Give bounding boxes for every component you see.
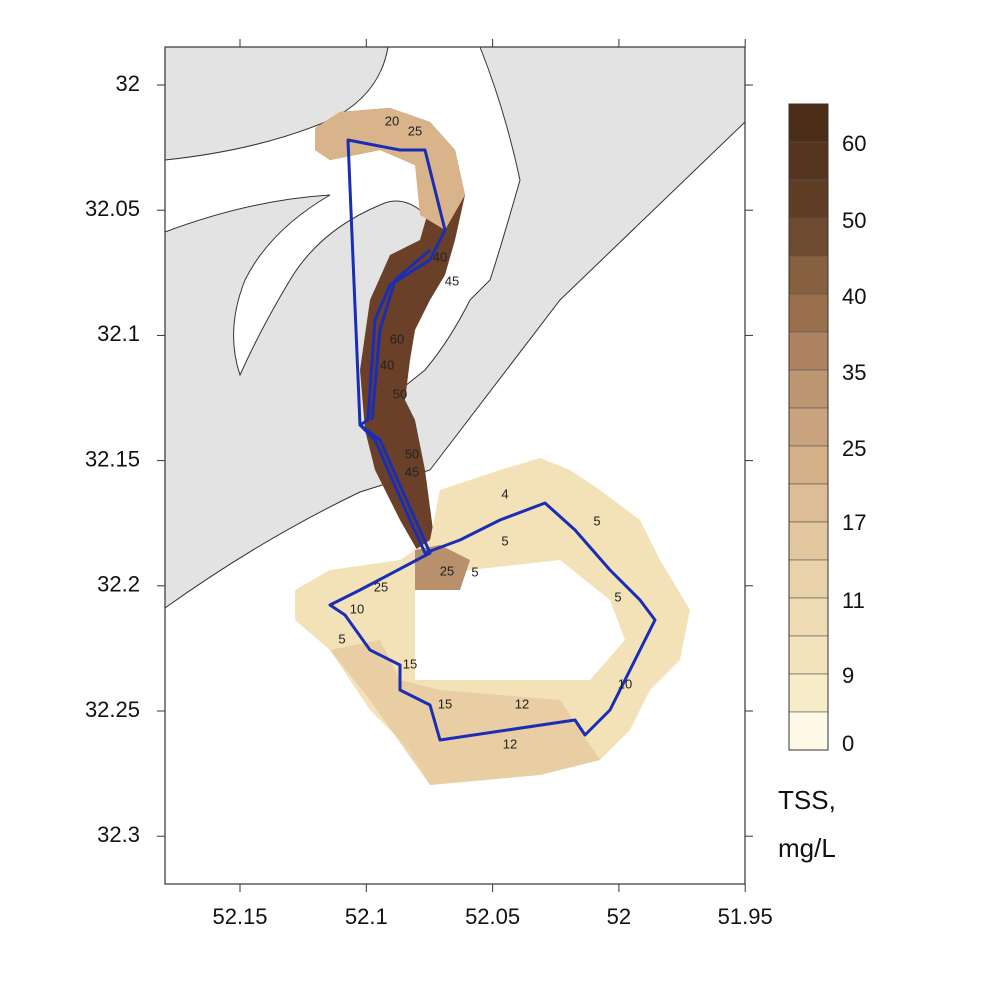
x-tick-label: 52.1 (345, 904, 388, 929)
frame (164, 46, 746, 885)
colorbar-label: 11 (842, 588, 865, 613)
contour-label: 10 (350, 601, 364, 616)
colorbar-band (788, 217, 829, 257)
colorbar-label: 40 (842, 284, 866, 309)
y-tick-label: 32 (116, 71, 140, 96)
contour-label: 10 (618, 676, 632, 691)
y-tick-label: 32.25 (85, 697, 140, 722)
colorbar-band (788, 103, 829, 143)
contour-label: 15 (403, 656, 417, 671)
contour-label: 5 (471, 564, 478, 579)
plume-ring-south (330, 640, 600, 785)
plume-mouth (415, 545, 470, 590)
x-tick-label: 51.95 (718, 904, 773, 929)
contour-label: 40 (433, 249, 447, 264)
y-tick-label: 32.3 (97, 822, 140, 847)
colorbar-label: 50 (842, 208, 866, 233)
contour-label: 60 (390, 331, 404, 346)
colorbar-band (788, 635, 829, 675)
contour-label: 4 (501, 486, 508, 501)
plume-upper (315, 108, 465, 230)
colorbar-label: 35 (842, 360, 866, 385)
colorbar-frame (788, 103, 829, 751)
colorbar-band (788, 293, 829, 333)
colorbar-band (788, 369, 829, 409)
contour-label: 12 (515, 696, 529, 711)
colorbar-label: 17 (842, 510, 866, 535)
contour-label: 5 (338, 631, 345, 646)
y-tick-label: 32.1 (97, 321, 140, 346)
contour-label: 25 (440, 563, 454, 578)
survey-track (328, 138, 657, 742)
contour-label: 15 (438, 696, 452, 711)
colorbar-band (788, 559, 829, 599)
contour-label: 45 (405, 464, 419, 479)
colorbar-band (788, 445, 829, 485)
y-tick-label: 32.2 (97, 572, 140, 597)
contour-label: 25 (408, 123, 422, 138)
contour-label: 45 (445, 273, 459, 288)
colorbar: 60 50 40 35 25 17 11 9 0 TSS, mg/L (778, 103, 866, 863)
colorbar-band (788, 597, 829, 637)
contour-label: 50 (405, 446, 419, 461)
contour-label: 50 (393, 386, 407, 401)
contour-label: 40 (380, 357, 394, 372)
colorbar-band (788, 673, 829, 713)
colorbar-band (788, 483, 829, 523)
y-tick-label: 32.05 (85, 196, 140, 221)
colorbar-label: 0 (842, 731, 854, 756)
x-tick-label: 52.05 (465, 904, 520, 929)
colorbar-band (788, 407, 829, 447)
plot-area (164, 46, 746, 885)
contour-label: 5 (614, 589, 621, 604)
colorbar-band (788, 331, 829, 371)
contour-label: 5 (593, 513, 600, 528)
colorbar-band (788, 255, 829, 295)
contour-label: 25 (374, 579, 388, 594)
colorbar-label: 25 (842, 436, 866, 461)
y-tick-label: 32.15 (85, 446, 140, 471)
contour-label: 5 (501, 533, 508, 548)
colorbar-title: TSS, (778, 785, 836, 815)
x-tick-label: 52.15 (212, 904, 267, 929)
colorbar-band (788, 141, 829, 181)
colorbar-label: 9 (842, 663, 854, 688)
colorbar-label: 60 (842, 131, 866, 156)
colorbar-band (788, 521, 829, 561)
contour-label: 12 (503, 736, 517, 751)
x-tick-label: 52 (607, 904, 631, 929)
plume-channel (315, 108, 465, 555)
colorbar-band (788, 711, 829, 751)
contour-label: 20 (385, 113, 399, 128)
colorbar-band (788, 179, 829, 219)
colorbar-title: mg/L (778, 833, 836, 863)
